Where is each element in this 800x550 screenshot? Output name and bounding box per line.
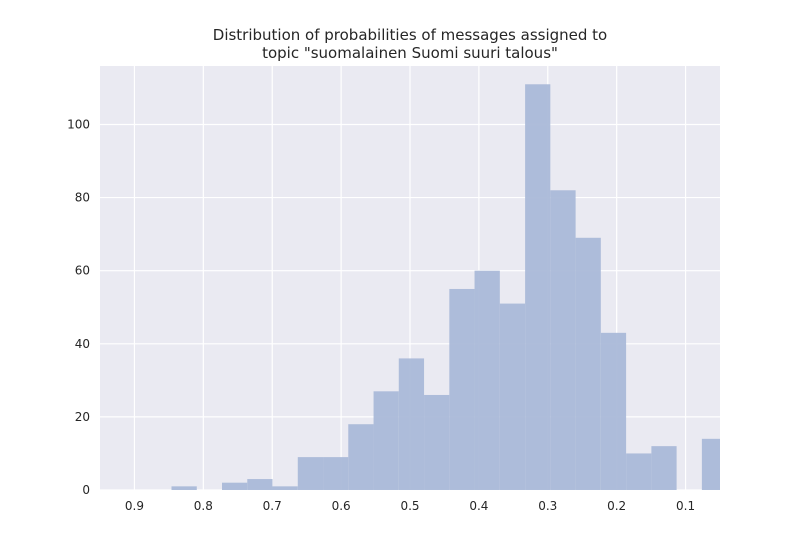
histogram-bar xyxy=(398,358,425,490)
y-tick-label: 40 xyxy=(75,337,90,351)
histogram-bar xyxy=(171,486,197,490)
x-axis-ticks: 0.9 0.8 0.7 0.6 0.5 0.4 0.3 0.2 0.1 xyxy=(125,499,695,513)
x-tick-label: 0.2 xyxy=(607,499,626,513)
x-tick-label: 0.6 xyxy=(332,499,351,513)
chart-title-line-2: topic "suomalainen Suomi suuri talous" xyxy=(262,44,558,62)
y-axis-ticks: 0 20 40 60 80 100 xyxy=(67,117,90,497)
chart-title-line-1: Distribution of probabilities of message… xyxy=(213,26,607,44)
y-tick-label: 0 xyxy=(82,483,90,497)
histogram-bar xyxy=(600,332,627,490)
histogram-bar xyxy=(297,457,324,490)
x-tick-label: 0.3 xyxy=(538,499,557,513)
histogram-bar xyxy=(474,270,500,490)
histogram-bar xyxy=(651,446,677,490)
histogram-bars xyxy=(171,84,720,490)
y-tick-label: 20 xyxy=(75,410,90,424)
y-tick-label: 100 xyxy=(67,117,90,131)
histogram-bar xyxy=(373,391,399,490)
histogram-bar xyxy=(424,394,450,490)
histogram-bar xyxy=(222,482,248,490)
histogram-bar xyxy=(525,84,551,490)
histogram-bar xyxy=(499,303,526,490)
histogram-bar xyxy=(323,457,349,490)
x-tick-label: 0.8 xyxy=(194,499,213,513)
histogram-bar xyxy=(575,237,601,490)
y-tick-label: 60 xyxy=(75,264,90,278)
x-tick-label: 0.7 xyxy=(263,499,282,513)
histogram-bar xyxy=(449,288,475,490)
histogram-bar xyxy=(550,190,576,490)
x-tick-label: 0.1 xyxy=(676,499,695,513)
histogram-bar xyxy=(348,424,374,490)
y-tick-label: 80 xyxy=(75,191,90,205)
histogram-bar xyxy=(247,479,273,490)
histogram-bar xyxy=(626,453,652,490)
x-tick-label: 0.9 xyxy=(125,499,144,513)
histogram-bar xyxy=(701,438,720,490)
histogram-bar xyxy=(272,486,298,490)
x-tick-label: 0.5 xyxy=(400,499,419,513)
x-tick-label: 0.4 xyxy=(469,499,488,513)
